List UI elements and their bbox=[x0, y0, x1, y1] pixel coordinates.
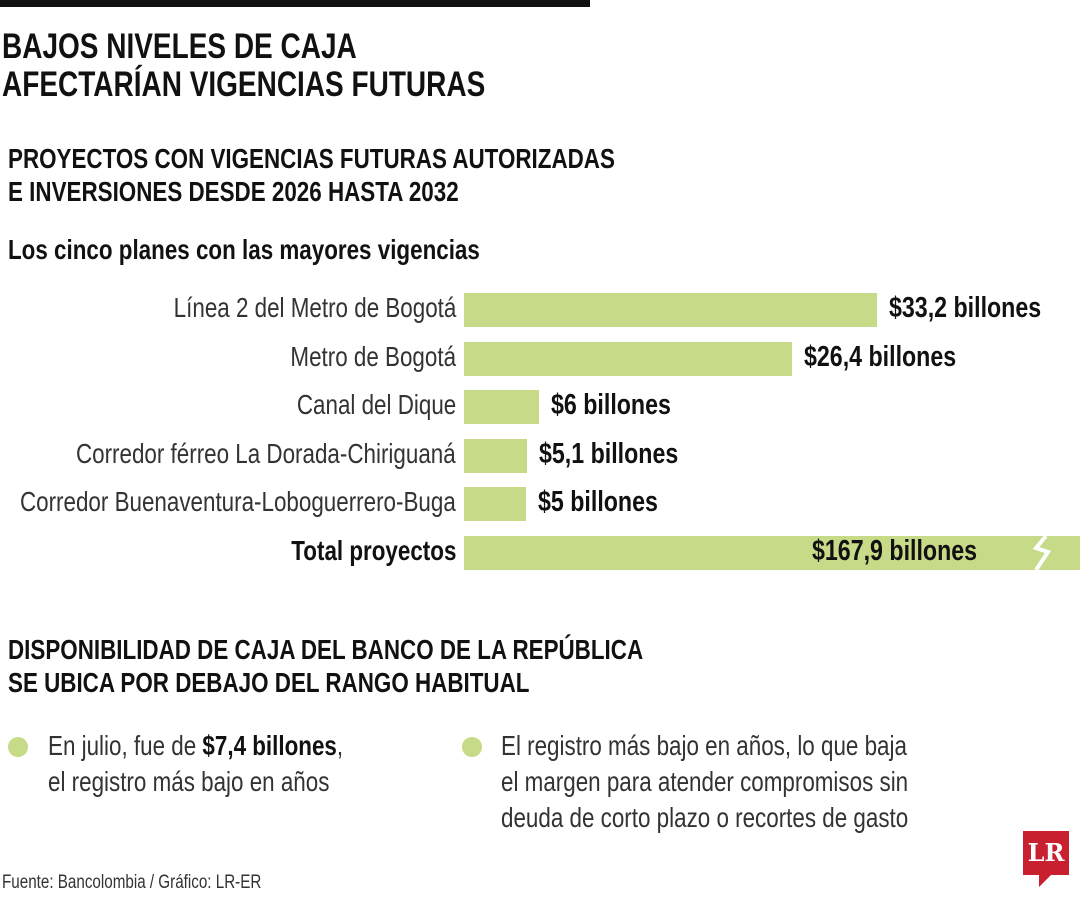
value-label: $5 billones bbox=[538, 486, 659, 519]
category-label: Metro de Bogotá bbox=[290, 340, 456, 372]
bullet-text: En julio, fue de bbox=[48, 730, 203, 761]
section2-heading: DISPONIBILIDAD DE CAJA DEL BANCO DE LA R… bbox=[8, 633, 643, 699]
title-line: BAJOS NIVELES DE CAJA bbox=[2, 27, 357, 66]
value-label: $5,1 billones bbox=[539, 437, 679, 470]
category-label: Corredor Buenaventura-Loboguerrero-Buga bbox=[20, 486, 456, 518]
heading-line: SE UBICA POR DEBAJO DEL RANGO HABITUAL bbox=[8, 667, 530, 698]
category-label: Corredor férreo La Dorada-Chiriguaná bbox=[76, 437, 456, 469]
section1-heading: PROYECTOS CON VIGENCIAS FUTURAS AUTORIZA… bbox=[8, 142, 615, 208]
bar bbox=[464, 341, 793, 376]
heading-line: PROYECTOS CON VIGENCIAS FUTURAS AUTORIZA… bbox=[8, 143, 615, 174]
total-label: Total proyectos bbox=[290, 535, 456, 566]
bullet-text-2: El registro más bajo en años, lo que baj… bbox=[501, 728, 908, 836]
chart-subtitle: Los cinco planes con las mayores vigenci… bbox=[8, 234, 480, 265]
lr-logo: LR bbox=[1023, 831, 1069, 887]
value-label: $33,2 billones bbox=[889, 292, 1042, 324]
bar bbox=[464, 438, 528, 473]
title-line: AFECTARÍAN VIGENCIAS FUTURAS bbox=[2, 65, 486, 104]
bar bbox=[464, 390, 539, 425]
bullet-dot bbox=[8, 737, 28, 757]
bullet-text-1: En julio, fue de $7,4 billones, el regis… bbox=[48, 728, 343, 800]
bar bbox=[464, 293, 877, 327]
source-note: Fuente: Bancolombia / Gráfico: LR-ER bbox=[2, 872, 262, 893]
heading-line: E INVERSIONES DESDE 2026 HASTA 2032 bbox=[8, 176, 459, 207]
bullet-highlight: $7,4 billones bbox=[202, 730, 337, 761]
total-bar bbox=[464, 536, 1080, 570]
value-label: $6 billones bbox=[550, 389, 671, 422]
bullet-text: , bbox=[336, 730, 344, 761]
main-title: BAJOS NIVELES DE CAJA AFECTARÍAN VIGENCI… bbox=[2, 28, 485, 104]
heading-line: DISPONIBILIDAD DE CAJA DEL BANCO DE LA R… bbox=[8, 634, 644, 665]
value-label: $26,4 billones bbox=[804, 340, 957, 373]
category-label: Línea 2 del Metro de Bogotá bbox=[173, 292, 456, 323]
category-label: Canal del Dique bbox=[296, 389, 456, 421]
bar bbox=[464, 487, 527, 522]
bullet-text: el registro más bajo en años bbox=[48, 766, 330, 797]
top-rule bbox=[0, 0, 590, 7]
bullet-text: El registro más bajo en años, lo que baj… bbox=[501, 730, 907, 761]
bullet-text: el margen para atender compromisos sin bbox=[501, 766, 909, 797]
bullet-text: deuda de corto plazo o recortes de gasto bbox=[501, 802, 909, 833]
break-mark bbox=[1032, 536, 1052, 570]
bullet-dot bbox=[462, 737, 482, 757]
total-value-label: $167,9 billones bbox=[812, 535, 978, 567]
